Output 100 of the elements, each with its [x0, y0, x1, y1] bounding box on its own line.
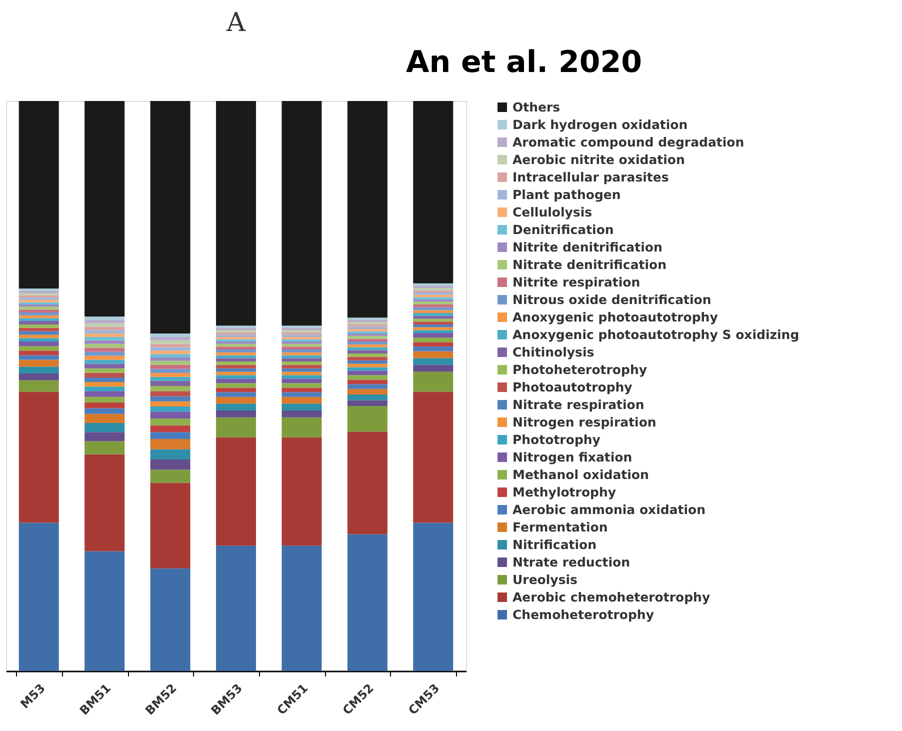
bar — [18, 101, 59, 289]
bar — [216, 388, 256, 392]
bar — [84, 330, 125, 334]
bar — [282, 358, 322, 362]
legend-label: Fermentation — [512, 519, 608, 534]
bar — [84, 364, 125, 368]
bar — [282, 437, 322, 546]
bar — [413, 290, 454, 293]
bar — [413, 101, 454, 284]
legend-label: Denitrification — [512, 222, 614, 237]
bar — [413, 302, 454, 304]
bar — [347, 370, 388, 376]
bar — [84, 326, 125, 330]
bar — [150, 412, 190, 418]
bar — [84, 320, 125, 324]
bar — [413, 372, 454, 392]
bar — [216, 336, 256, 340]
legend-label: Cellulolysis — [512, 204, 592, 220]
bar — [18, 522, 59, 671]
bar — [347, 338, 388, 342]
bar — [150, 432, 190, 440]
bar — [84, 441, 125, 454]
legend-label: Chemoheterotrophy — [512, 606, 654, 622]
bar — [347, 350, 388, 354]
bar — [84, 360, 125, 364]
bar — [413, 313, 454, 316]
bar — [84, 336, 125, 340]
bar — [84, 334, 125, 337]
bar — [18, 312, 59, 316]
bar — [18, 310, 59, 312]
bar — [282, 361, 322, 365]
bar — [216, 355, 256, 358]
bar — [413, 364, 454, 372]
legend-label: Methylotrophy — [512, 484, 616, 500]
bar — [150, 439, 190, 450]
bar — [347, 534, 388, 671]
bar — [413, 322, 454, 324]
legend-label: Intracellular parasites — [512, 169, 669, 184]
bar — [216, 350, 256, 352]
legend-label: Nitrification — [512, 536, 597, 552]
bar — [282, 396, 322, 404]
bar — [84, 377, 125, 382]
bar — [18, 318, 59, 322]
bar — [282, 375, 322, 379]
bar — [150, 386, 190, 392]
bar — [150, 391, 190, 396]
bar — [413, 342, 454, 347]
bar — [84, 423, 125, 432]
bar — [150, 368, 190, 373]
bar — [216, 417, 256, 438]
bar — [216, 392, 256, 397]
legend-label: Nitrite respiration — [512, 274, 640, 290]
bar — [150, 401, 190, 407]
bar — [18, 321, 59, 324]
bar — [84, 352, 125, 356]
bar — [18, 304, 59, 307]
bar — [150, 354, 190, 358]
legend-label: Phototrophy — [512, 432, 600, 447]
bar — [84, 101, 125, 316]
bar — [150, 334, 190, 337]
legend-label: Plant pathogen — [512, 186, 621, 202]
bar — [347, 342, 388, 344]
bar — [282, 350, 322, 352]
bar — [150, 380, 190, 386]
bar — [18, 334, 59, 338]
legend-label: Photoheterotrophy — [512, 362, 648, 377]
bar — [282, 355, 322, 358]
bar — [216, 404, 256, 411]
bar — [347, 388, 388, 395]
legend-label: Nitrate respiration — [512, 396, 644, 412]
bar — [150, 358, 190, 361]
bar — [150, 347, 190, 351]
bar — [150, 568, 190, 671]
legend-label: Nitrous oxide denitrification — [512, 292, 712, 307]
bar — [216, 358, 256, 362]
legend-label: Methanol oxidation — [512, 466, 649, 482]
bar — [413, 330, 454, 333]
bar — [84, 344, 125, 348]
bar — [150, 460, 190, 470]
bar — [347, 356, 388, 360]
bar — [413, 392, 454, 523]
bar — [84, 408, 125, 414]
bar — [150, 396, 190, 402]
bar — [18, 346, 59, 351]
legend-label: Dark hydrogen oxidation — [512, 116, 688, 132]
legend-label: Aromatic compound degradation — [512, 134, 744, 150]
bar — [282, 378, 322, 384]
bar — [18, 360, 59, 367]
bar — [347, 394, 388, 400]
legend-label: Anoxygenic photoautotrophy S oxidizing — [512, 326, 800, 342]
bar — [84, 348, 125, 352]
bar — [347, 347, 388, 350]
bar — [18, 350, 59, 356]
bar — [347, 380, 388, 384]
bar — [18, 366, 59, 374]
bar — [18, 373, 59, 380]
bar — [282, 388, 322, 392]
bar — [282, 336, 322, 340]
legend-label: Ntrate reduction — [512, 554, 630, 570]
legend-label: Nitrogen fixation — [512, 449, 632, 464]
